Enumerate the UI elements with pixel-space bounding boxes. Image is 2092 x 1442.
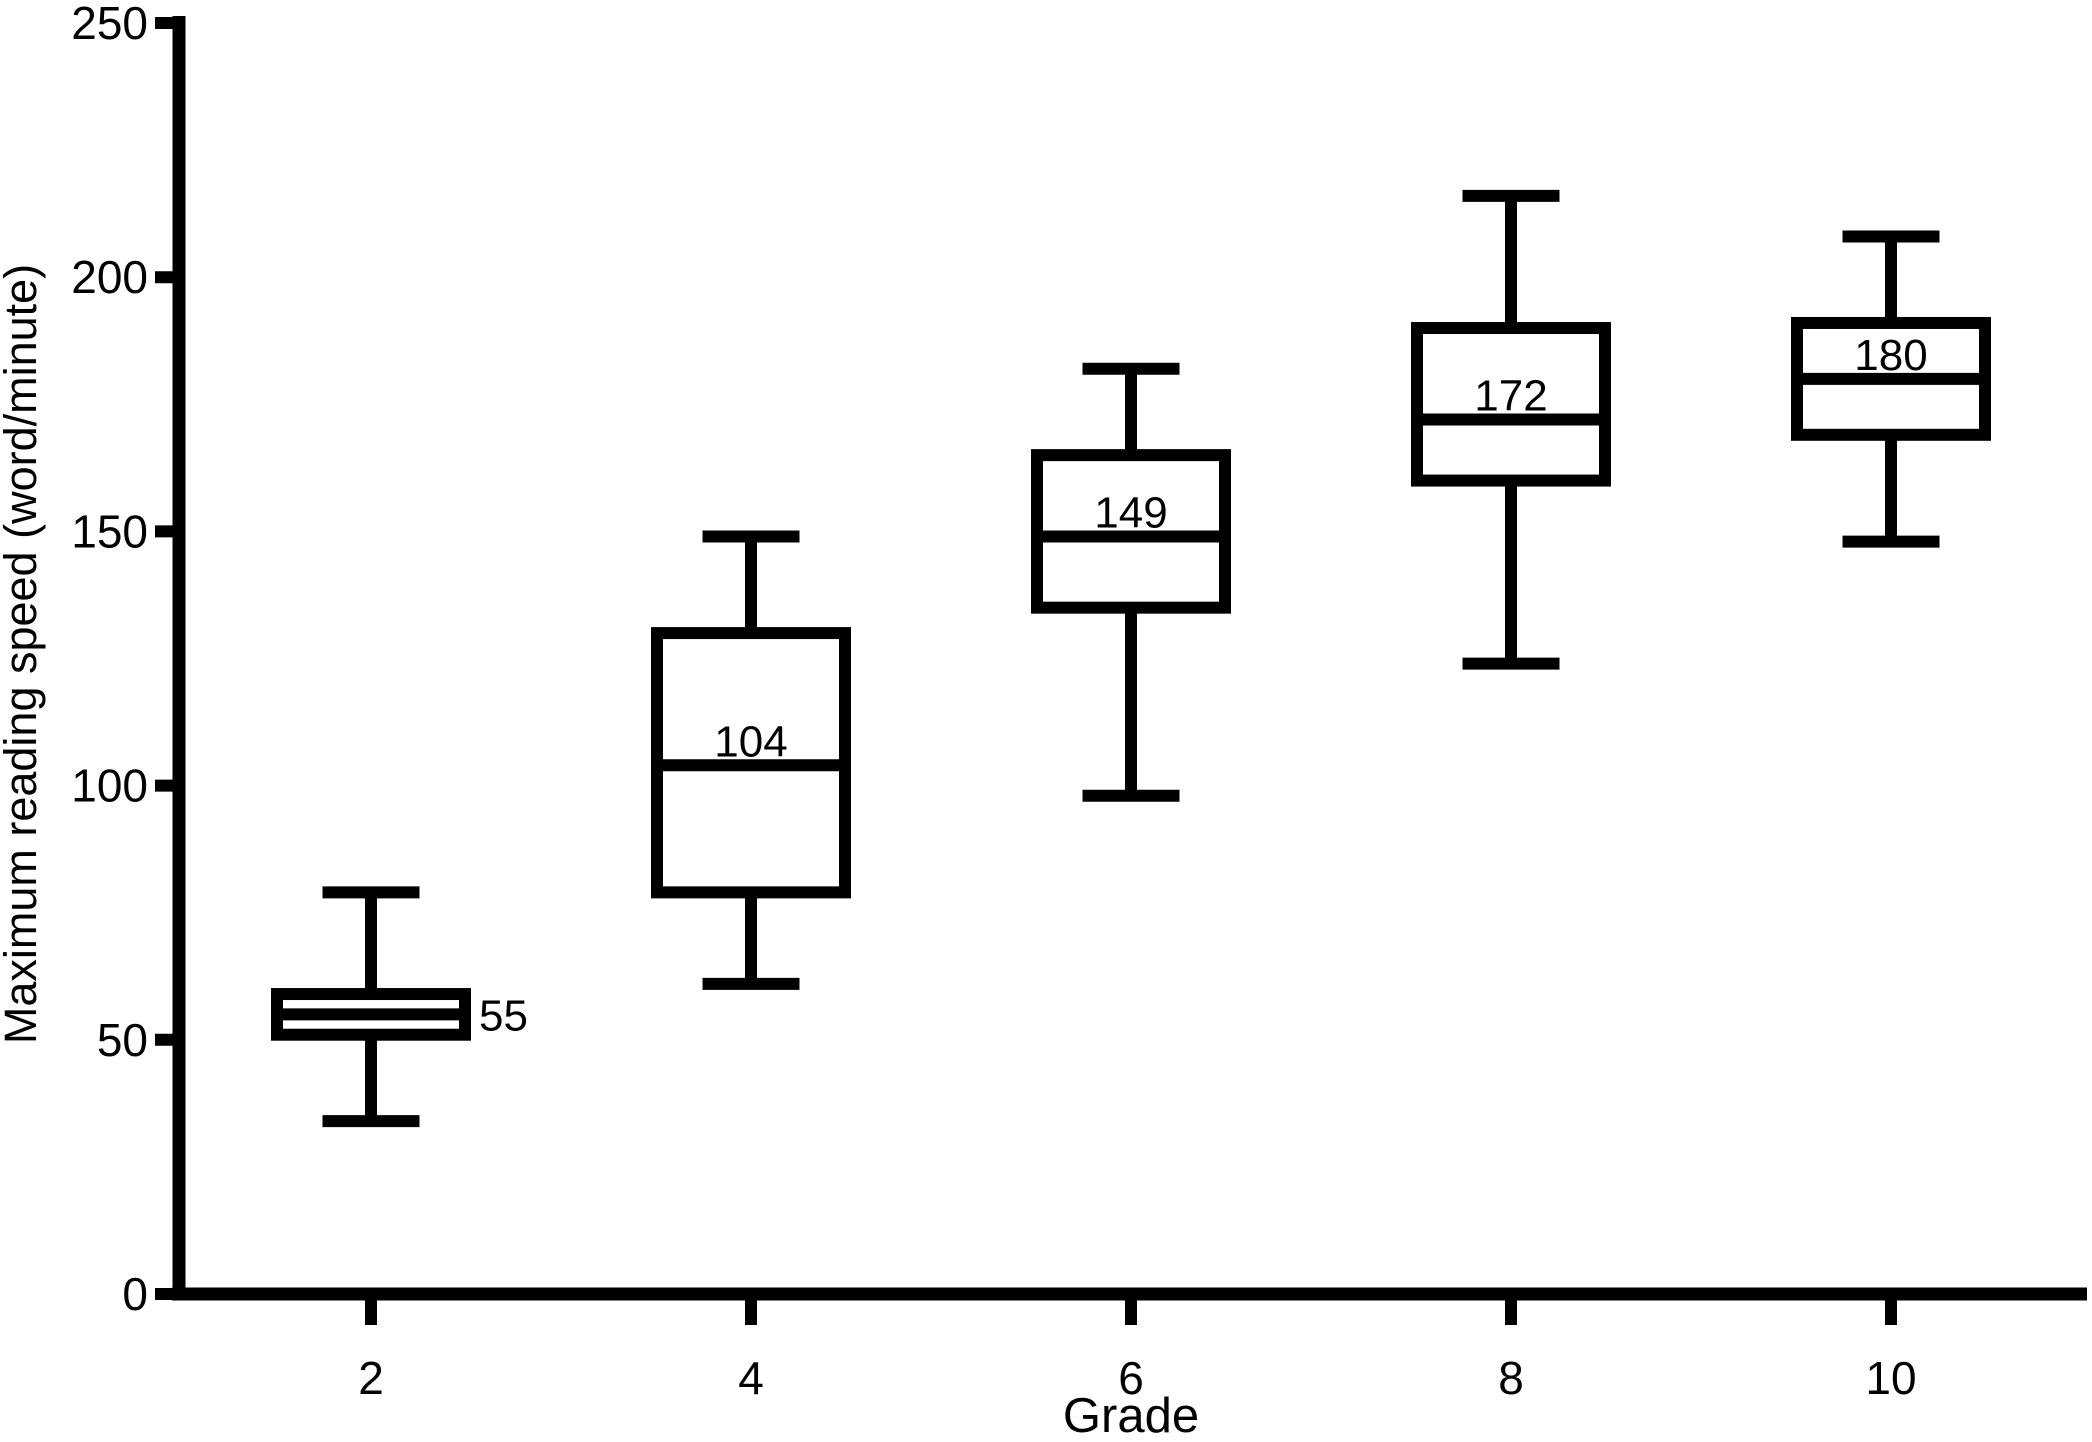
median-value-label-grade-6: 149: [1094, 488, 1167, 537]
x-tick-label-10: 10: [1865, 1352, 1916, 1404]
y-tick-label-150: 150: [71, 505, 148, 557]
y-tick-label-250: 250: [71, 0, 148, 49]
x-tick-label-4: 4: [738, 1352, 764, 1404]
median-value-label-grade-8: 172: [1474, 372, 1547, 421]
plot-area: 0 50 100 150 200 250 2 4 6 8 10 55 104 149 172 180: [71, 0, 2087, 1404]
y-tick-label-0: 0: [122, 1268, 148, 1320]
median-value-label-grade-2: 55: [479, 991, 528, 1040]
y-tick-label-200: 200: [71, 251, 148, 303]
box-plot-grade-10: 180: [1791, 230, 1991, 548]
box-plot-grade-4: 104: [651, 530, 851, 990]
box-plot-grade-2: 55: [271, 886, 528, 1128]
box-plot-grade-8: 172: [1411, 189, 1611, 670]
median-value-label-grade-4: 104: [714, 717, 787, 766]
x-tick-label-8: 8: [1498, 1352, 1524, 1404]
y-axis-title: Maximum reading speed (word/minute): [0, 264, 46, 1044]
x-axis-title: Grade: [1063, 1389, 1199, 1442]
iqr-box-grade-8: [1411, 322, 1611, 487]
y-tick-label-100: 100: [71, 760, 148, 812]
median-value-label-grade-10: 180: [1854, 331, 1927, 380]
box-plot-grade-6: 149: [1031, 362, 1231, 802]
y-tick-label-50: 50: [97, 1014, 148, 1066]
x-tick-label-6: 6: [1118, 1352, 1144, 1404]
x-tick-label-2: 2: [358, 1352, 384, 1404]
